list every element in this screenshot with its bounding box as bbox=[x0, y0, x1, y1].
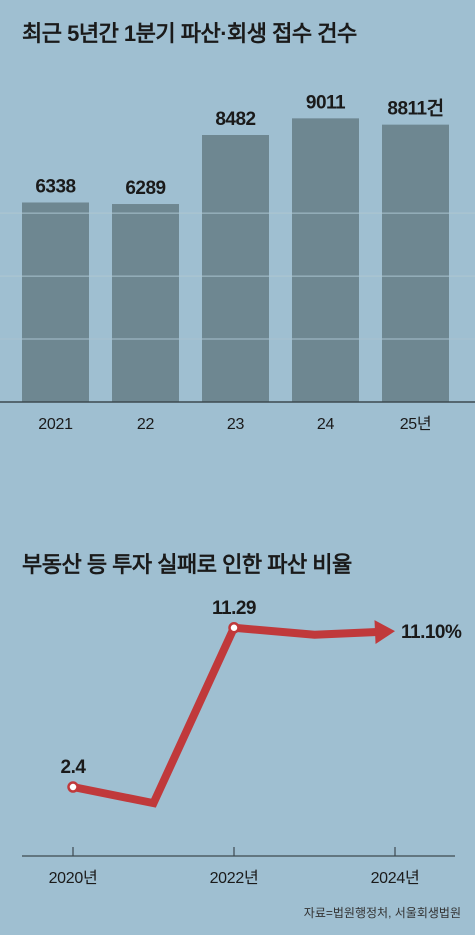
bar-x-tick-3: 24 bbox=[317, 416, 335, 433]
bar-2 bbox=[202, 135, 269, 402]
line-point-0 bbox=[67, 781, 79, 793]
bar-chart-value-labels: 6338 6289 8482 9011 8811건 bbox=[35, 92, 444, 199]
bar-1 bbox=[112, 204, 179, 402]
line-chart-x-ticks: 2020년 2022년 2024년 bbox=[49, 847, 420, 887]
bar-4 bbox=[382, 124, 449, 402]
bar-0 bbox=[22, 202, 89, 402]
bar-value-label-3: 9011 bbox=[306, 92, 346, 113]
source-note: 자료=법원행정처, 서울회생법원 bbox=[304, 905, 461, 920]
line-point-label-2: 11.29 bbox=[212, 598, 256, 619]
line-series-investment-failure bbox=[72, 623, 378, 808]
line-chart-points bbox=[67, 622, 240, 793]
line-point-label-0: 2.4 bbox=[61, 757, 87, 778]
line-chart-title: 부동산 등 투자 실패로 인한 파산 비율 bbox=[22, 552, 352, 577]
bar-x-tick-4: 25년 bbox=[400, 415, 432, 433]
bar-chart-title: 최근 5년간 1분기 파산·회생 접수 건수 bbox=[22, 21, 357, 46]
bar-chart-x-ticks: 2021 22 23 24 25년 bbox=[38, 415, 431, 433]
bar-value-label-0: 6338 bbox=[35, 176, 75, 197]
bar-x-tick-2: 23 bbox=[227, 416, 245, 433]
bar-x-tick-0: 2021 bbox=[38, 416, 73, 433]
line-series-arrowhead bbox=[374, 620, 395, 645]
bar-value-label-4: 8811건 bbox=[387, 98, 443, 120]
line-x-tick-label-1: 2022년 bbox=[210, 869, 259, 887]
bar-x-tick-1: 22 bbox=[137, 416, 155, 433]
bar-value-label-1: 6289 bbox=[125, 178, 165, 199]
line-x-tick-label-2: 2024년 bbox=[371, 869, 420, 887]
bar-3 bbox=[292, 118, 359, 402]
line-point-label-4: 11.10% bbox=[401, 622, 462, 643]
line-x-tick-label-0: 2020년 bbox=[49, 869, 98, 887]
gridline-overlay bbox=[0, 212, 475, 340]
bar-value-label-2: 8482 bbox=[215, 109, 255, 130]
line-chart-value-labels: 2.4 11.29 11.10% bbox=[61, 598, 463, 778]
line-point-2 bbox=[228, 622, 240, 634]
bar-chart-bars bbox=[0, 118, 475, 402]
